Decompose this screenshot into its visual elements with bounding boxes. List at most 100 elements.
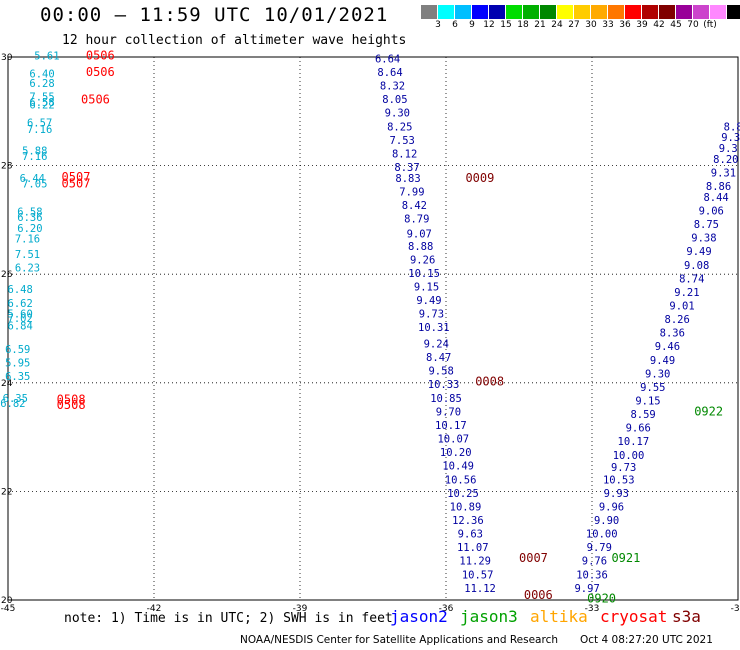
data-label: 8.12 [392,148,417,160]
data-label: 6.20 [17,223,42,235]
color-scale-label: 33 [602,20,614,30]
data-label: 10.25 [447,488,479,500]
data-label: 8.79 [404,214,429,226]
data-label: 10.00 [613,450,645,462]
color-scale-label: 24 [551,20,563,30]
data-label: 10.56 [445,474,477,486]
x-tick-label: -42 [147,604,162,614]
data-label: 9.63 [458,529,483,541]
color-scale-label: 36 [619,20,631,30]
data-label: 10.85 [430,393,462,405]
data-label: 5.61 [34,51,59,63]
data-label: 8.25 [387,121,412,133]
data-label: 7.05 [22,178,47,190]
data-label: 0508 [57,398,86,412]
data-label: 9.30 [645,368,670,380]
data-label: 7.02 [8,313,33,325]
data-label: 0920 [587,592,616,606]
color-scale-label: 12 [483,20,495,30]
data-label: 8.75 [694,219,719,231]
y-tick-label: 28 [1,162,13,172]
data-label: 9.15 [635,396,660,408]
chart-subtitle: 12 hour collection of altimeter wave hei… [62,33,407,48]
data-label: 11.12 [464,583,496,595]
data-label: 0922 [694,404,723,418]
color-swatch [540,5,557,19]
color-scale-label: 45 [670,20,682,30]
data-label: 9.70 [436,406,461,418]
data-label: 6.40 [29,69,54,81]
data-label: 0506 [86,49,115,63]
color-swatch [591,5,608,19]
data-label: 6.57 [27,118,52,130]
data-label: 7.53 [390,135,415,147]
data-label: 10.53 [603,474,635,486]
x-tick-label: -39 [293,604,308,614]
data-label: 0506 [81,93,110,107]
data-label: 9.30 [385,108,410,120]
data-label: 8.26 [665,314,690,326]
data-label: 11.07 [457,542,489,554]
data-label: 7.16 [22,151,47,163]
data-label: 7.51 [15,249,40,261]
data-label: 9.46 [655,341,680,353]
data-label: 6.64 [375,53,400,65]
data-label: 9.58 [428,366,453,378]
data-label: 7.16 [27,124,52,136]
data-label: 9.01 [669,300,694,312]
color-scale-label: 42 [653,20,665,30]
color-scale-label: 70 [687,20,699,30]
y-tick-label: 26 [1,270,13,280]
data-label: 10.17 [618,436,650,448]
data-label: 9.38 [691,233,716,245]
data-label: 8.88 [408,241,433,253]
data-label: 8.44 [703,192,728,204]
legend-jason2: jason2 [390,607,448,626]
data-label: 6.62 [8,298,33,310]
data-label: 0506 [86,65,115,79]
data-label: 8.86 [706,181,731,193]
data-label: 10.17 [435,420,467,432]
data-label: 0009 [465,171,494,185]
data-label: 11.29 [459,556,491,568]
data-label: 5.60 [8,309,33,321]
data-label: 6.28 [29,78,54,90]
color-scale-label: 27 [568,20,580,30]
data-label: 6.58 [17,207,42,219]
data-label: 10.15 [408,268,440,280]
data-label: 8.47 [426,352,451,364]
x-tick-label: -45 [1,604,16,614]
footer-note: note: 1) Time is in UTC; 2) SWH is in fe… [64,611,393,626]
x-tick-label: -33 [585,604,600,614]
data-label: 8.36 [660,328,685,340]
color-swatch [455,5,472,19]
y-tick-label: 22 [1,487,12,497]
color-swatch [608,5,625,19]
data-label: 9.49 [686,246,711,258]
data-label: 10.00 [586,529,618,541]
color-swatch [472,5,489,19]
data-label: 8.37 [394,162,419,174]
legend-s3a: s3a [672,607,701,626]
color-scale-label: 21 [534,20,546,30]
color-swatch [557,5,574,19]
color-scale-label: 15 [500,20,512,30]
data-label: 5.95 [5,358,30,370]
data-label: 6.23 [15,262,40,274]
data-label: 8.05 [382,94,407,106]
data-label: 9.3 [719,143,738,155]
data-label: 10.33 [428,379,460,391]
data-label: 6.58 [29,97,54,109]
data-label: 8.42 [402,200,427,212]
data-label: 0007 [519,551,548,565]
data-label: 9.26 [410,254,435,266]
generated-date: Oct 4 08:27:20 UTC 2021 [580,634,713,646]
data-label: 10.31 [418,322,450,334]
credit-line: NOAA/NESDIS Center for Satellite Applica… [240,634,558,646]
data-label: 9.07 [407,228,432,240]
color-swatch [421,5,438,19]
data-label: 9.76 [582,556,607,568]
y-tick-label: 24 [1,379,13,389]
data-label: 9.66 [626,423,651,435]
color-swatch [574,5,591,19]
